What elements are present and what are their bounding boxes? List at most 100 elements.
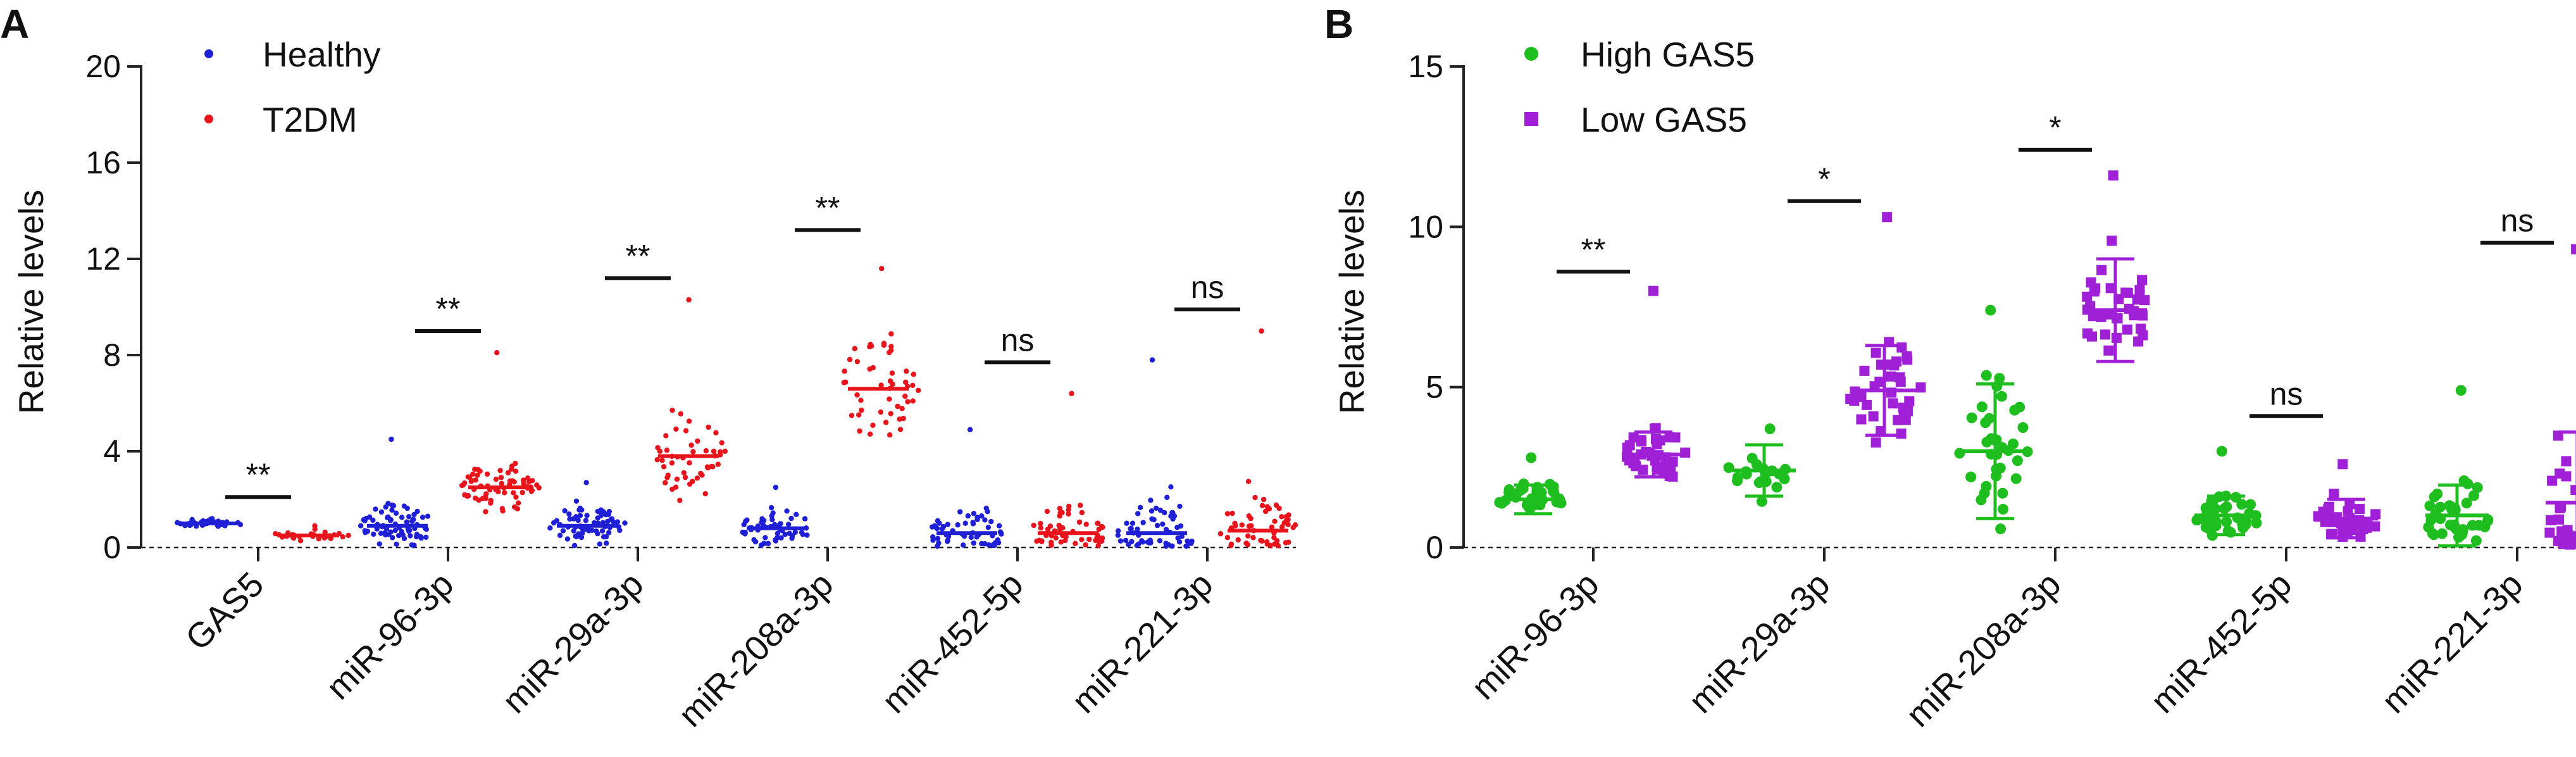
panel-a-point <box>1031 522 1036 529</box>
panel-a-point <box>584 513 590 518</box>
panel-a-point <box>1083 542 1088 548</box>
panel-a-point <box>364 529 371 534</box>
panel-a-point <box>498 475 504 480</box>
panel-a-point <box>881 341 887 346</box>
panel-a-point <box>1224 511 1231 516</box>
panel-a-point <box>856 412 862 418</box>
panel-a-point <box>1233 523 1238 529</box>
panel-a-point <box>802 516 808 522</box>
panel-a-point <box>513 468 519 474</box>
panel-a-point <box>955 522 961 528</box>
panel-a-point <box>1260 496 1267 503</box>
panel-b-y-tick-label: 5 <box>1426 370 1443 405</box>
panel-a-point <box>473 477 479 483</box>
panel-a-point <box>770 510 776 516</box>
panel-b-point <box>2100 329 2110 340</box>
panel-a-point <box>597 541 603 547</box>
panel-a-point <box>580 530 585 536</box>
panel-a-point <box>1079 510 1085 516</box>
panel-a-point <box>1228 541 1235 547</box>
panel-a-point <box>867 431 873 437</box>
panel-a-point <box>1069 391 1074 396</box>
panel-a-point <box>778 535 784 541</box>
panel-a-point <box>408 533 413 539</box>
panel-b-point <box>1902 354 1913 365</box>
panel-a-point <box>562 508 568 514</box>
panel-a-point <box>718 452 723 458</box>
panel-a-point <box>361 517 366 523</box>
panel-a-point <box>1245 542 1251 547</box>
panel-a-point <box>1272 518 1278 524</box>
panel-b-point <box>2096 311 2106 322</box>
panel-a-point <box>936 540 942 546</box>
panel-a-y-tick-label: 8 <box>103 337 121 373</box>
panel-a-significance-label: ** <box>816 190 840 225</box>
panel-a-point <box>1276 505 1282 511</box>
panel-a-point <box>785 522 792 527</box>
panel-b-point <box>1664 432 1675 442</box>
panel-a-significance-label: ns <box>1001 322 1035 358</box>
panel-a-point <box>661 464 667 470</box>
panel-b-point <box>1893 415 1903 425</box>
panel-b-point <box>2105 283 2116 294</box>
panel-a-point <box>854 392 860 398</box>
panel-a-point <box>571 516 576 522</box>
panel-a-point <box>681 470 687 476</box>
panel-a-point <box>1176 539 1183 545</box>
panel-a-y-tick-label: 16 <box>85 145 121 180</box>
panel-a-point <box>551 520 557 526</box>
panel-a-point <box>571 542 578 549</box>
panel-a-point <box>1183 543 1189 549</box>
panel-b-point <box>2010 473 2022 484</box>
panel-a-point <box>1162 510 1167 516</box>
panel-a-point <box>897 427 904 432</box>
panel-a-point <box>1250 535 1256 541</box>
panel-a-point <box>715 461 721 467</box>
panel-a-point <box>1095 520 1100 527</box>
panel-a-point <box>600 534 607 540</box>
panel-b-point <box>2468 490 2479 501</box>
panel-a-x-tick-label: miR-208a-3p <box>671 565 841 735</box>
panel-a-point <box>847 356 853 363</box>
panel-a-point <box>1285 516 1291 523</box>
panel-a-point <box>1245 479 1252 484</box>
panel-b-point <box>1981 370 1992 381</box>
panel-a-point <box>476 497 482 503</box>
panel-b-point <box>2470 535 2482 546</box>
panel-b-point <box>2355 504 2365 515</box>
panel-a-point <box>1245 533 1251 539</box>
panel-a-point <box>935 535 941 542</box>
panel-a-point <box>511 490 516 496</box>
panel-a-point <box>1292 522 1298 528</box>
panel-a-point <box>971 511 977 516</box>
panel-a-point <box>1039 539 1045 544</box>
panel-a-point <box>849 413 855 418</box>
panel-a-point <box>1217 531 1224 537</box>
panel-a-point <box>702 491 708 497</box>
panel-a-significance-label: ** <box>626 238 650 273</box>
panel-a-point <box>606 511 611 518</box>
panel-a-point <box>703 448 709 454</box>
panel-b-significance-label: ns <box>2270 376 2303 411</box>
panel-a-point <box>934 525 940 532</box>
panel-b-significance-label: * <box>1818 161 1830 197</box>
panel-a-point <box>388 518 394 523</box>
panel-b-point <box>1889 360 1900 371</box>
panel-a-y-tick-label: 0 <box>103 530 121 565</box>
panel-a-point <box>1135 511 1141 516</box>
panel-a-point <box>677 497 683 503</box>
panel-a-point <box>742 530 748 536</box>
panel-a-point <box>1157 507 1164 513</box>
panel-b-point <box>2236 499 2248 510</box>
panel-a-point <box>1168 484 1174 490</box>
panel-a-point <box>484 471 490 477</box>
panel-a-point <box>520 477 526 483</box>
panel-a-point <box>557 532 563 539</box>
panel-a-point <box>530 478 535 484</box>
panel-b-point <box>1764 423 1776 435</box>
panel-a-point <box>711 448 717 454</box>
panel-b-point <box>2547 475 2558 486</box>
panel-a-point <box>472 466 478 472</box>
panel-b-point <box>2458 475 2470 486</box>
panel-a-point <box>578 507 585 513</box>
